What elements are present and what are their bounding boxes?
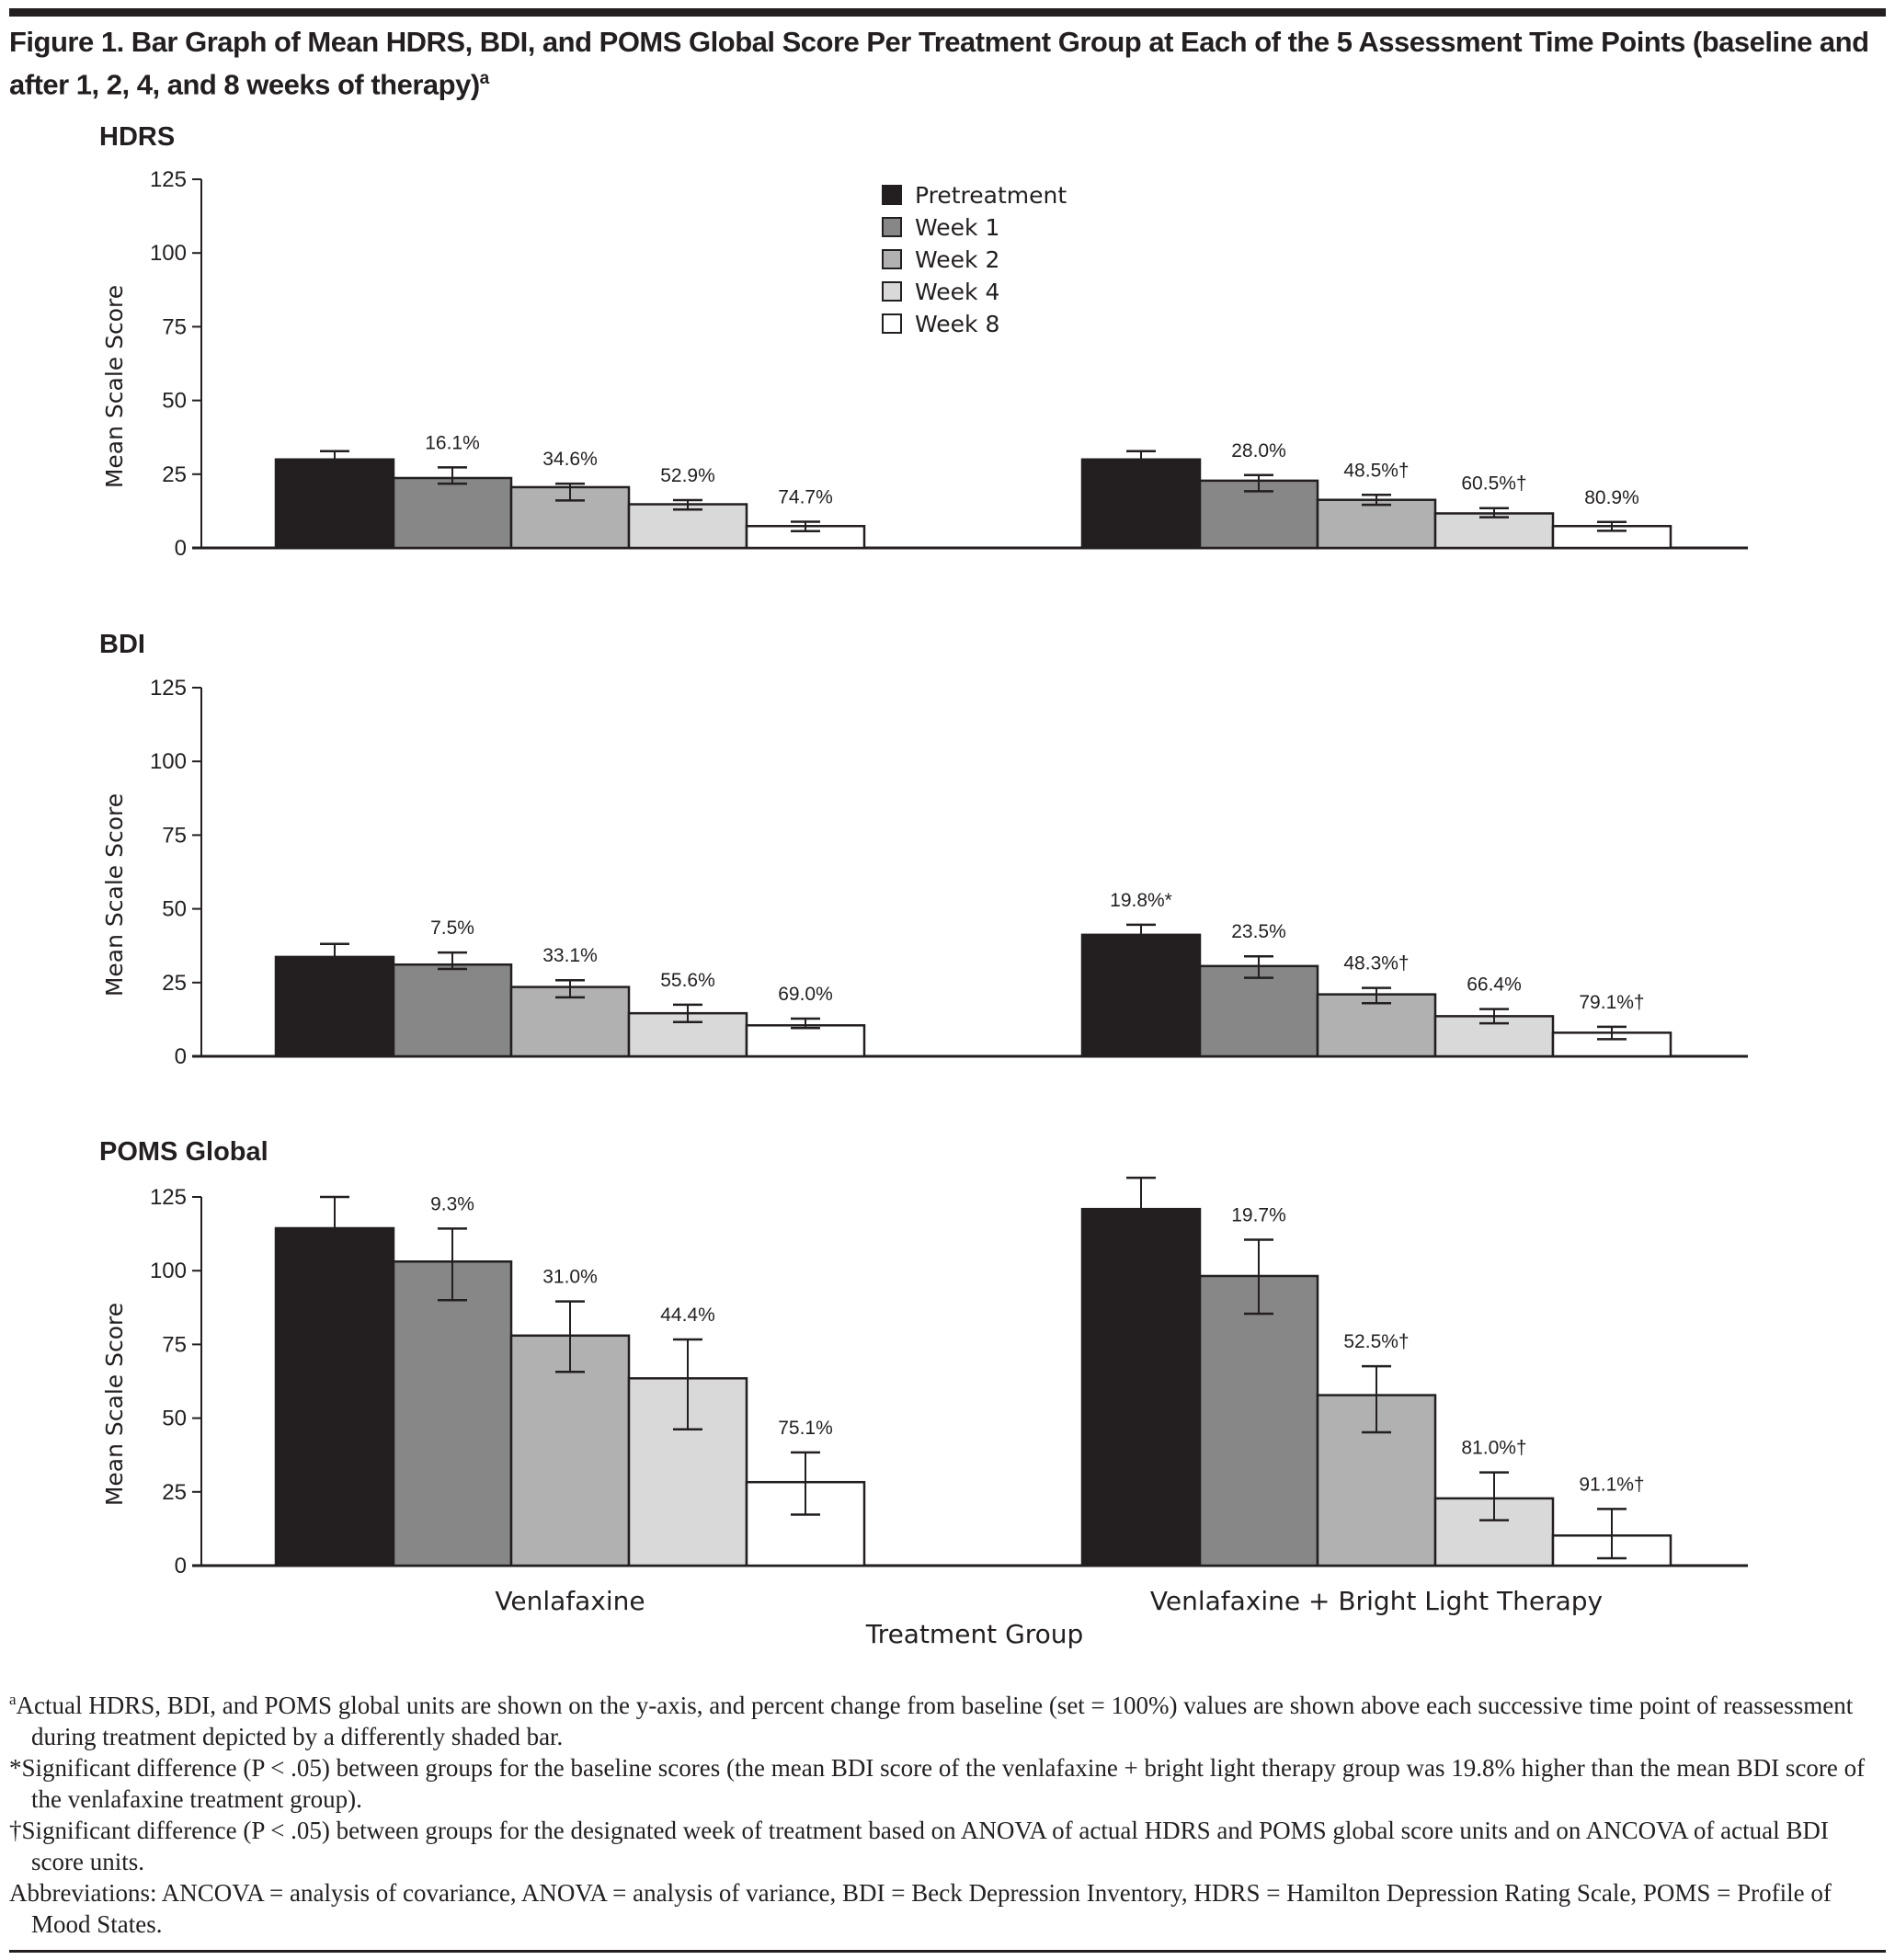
footnote-star-text: Significant difference (P < .05) between… bbox=[21, 1754, 1866, 1813]
y-tick-label: 50 bbox=[162, 897, 187, 922]
y-tick-label: 100 bbox=[150, 1259, 187, 1283]
y-axis-label: Mean Scale Score bbox=[101, 285, 128, 488]
figure-title-footnote-mark: a bbox=[479, 69, 490, 88]
percent-change-label: 28.0% bbox=[1231, 440, 1286, 462]
percent-change-label: 19.8%* bbox=[1110, 890, 1172, 911]
percent-change-label: 81.0%† bbox=[1461, 1438, 1526, 1459]
bar-pretreatment bbox=[1080, 1207, 1202, 1567]
percent-change-label: 60.5%† bbox=[1461, 473, 1526, 495]
bar-week-1 bbox=[1198, 1274, 1319, 1567]
bar-week-2 bbox=[1316, 498, 1437, 550]
footnote-a-text: Actual HDRS, BDI, and POMS global units … bbox=[16, 1692, 1854, 1750]
legend-swatch bbox=[882, 313, 902, 334]
footnote-dagger: †Significant difference (P < .05) betwee… bbox=[9, 1815, 1885, 1877]
percent-change-label: 91.1%† bbox=[1579, 1474, 1644, 1495]
legend-swatch bbox=[882, 281, 902, 302]
percent-change-label: 23.5% bbox=[1231, 921, 1286, 942]
bar-week-1 bbox=[1198, 964, 1319, 1058]
panel-title-poms: POMS Global bbox=[99, 1137, 268, 1167]
y-tick-label: 125 bbox=[150, 676, 187, 701]
bottom-rule bbox=[9, 1950, 1886, 1953]
figure-title: Figure 1. Bar Graph of Mean HDRS, BDI, a… bbox=[9, 24, 1885, 103]
footnote-star: *Significant difference (P < .05) betwee… bbox=[9, 1752, 1885, 1815]
y-tick-label: 125 bbox=[150, 1185, 187, 1210]
footnotes: aActual HDRS, BDI, and POMS global units… bbox=[9, 1684, 1885, 1940]
figure-title-text: Figure 1. Bar Graph of Mean HDRS, BDI, a… bbox=[9, 26, 1869, 101]
percent-change-label: 9.3% bbox=[430, 1193, 474, 1214]
panel-title-hdrs: HDRS bbox=[99, 122, 176, 152]
bar-week-4 bbox=[1433, 512, 1555, 550]
y-tick-label: 50 bbox=[162, 1407, 187, 1431]
y-tick-label: 75 bbox=[162, 1332, 187, 1357]
legend-swatch bbox=[882, 249, 902, 269]
bar-pretreatment bbox=[274, 1226, 395, 1567]
percent-change-label: 52.9% bbox=[660, 465, 715, 486]
percent-change-label: 16.1% bbox=[425, 432, 480, 453]
y-tick-label: 0 bbox=[175, 1044, 187, 1069]
percent-change-label: 55.6% bbox=[660, 970, 715, 991]
bar-week-4 bbox=[627, 1377, 748, 1567]
y-tick-label: 100 bbox=[150, 241, 187, 266]
bar-week-1 bbox=[392, 476, 513, 550]
footnote-abbreviations-text: Abbreviations: ANCOVA = analysis of cova… bbox=[9, 1879, 1832, 1938]
bar-chart: 0 25 50 75 100 125 Mean Scale Score 16.1% 34.6% 5… bbox=[101, 167, 1748, 1649]
legend-label: Week 1 bbox=[915, 214, 999, 241]
bar-pretreatment bbox=[274, 955, 395, 1058]
percent-change-label: 19.7% bbox=[1231, 1205, 1286, 1226]
percent-change-label: 48.5%† bbox=[1343, 460, 1409, 481]
legend-label: Week 8 bbox=[915, 311, 999, 337]
bar-week-2 bbox=[1316, 993, 1437, 1058]
percent-change-label: 74.7% bbox=[778, 486, 833, 507]
y-tick-label: 0 bbox=[175, 536, 187, 561]
y-tick-label: 25 bbox=[162, 971, 187, 996]
top-rule bbox=[9, 8, 1886, 17]
y-tick-label: 75 bbox=[162, 823, 187, 848]
percent-change-label: 52.5%† bbox=[1343, 1331, 1409, 1352]
legend-label: Pretreatment bbox=[915, 182, 1067, 209]
x-category-label: Venlafaxine + Bright Light Therapy bbox=[1150, 1586, 1603, 1616]
footnote-abbreviations: Abbreviations: ANCOVA = analysis of cova… bbox=[9, 1877, 1885, 1940]
bar-week-8 bbox=[1551, 1031, 1672, 1058]
bar-week-1 bbox=[392, 1260, 513, 1567]
percent-change-label: 80.9% bbox=[1584, 487, 1639, 508]
legend-label: Week 4 bbox=[915, 279, 999, 305]
percent-change-label: 48.3%† bbox=[1343, 953, 1409, 974]
panel-title-bdi: BDI bbox=[99, 630, 145, 659]
footnote-dagger-text: Significant difference (P < .05) between… bbox=[21, 1817, 1829, 1875]
footnote-a: aActual HDRS, BDI, and POMS global units… bbox=[9, 1684, 1885, 1752]
bar-week-2 bbox=[509, 986, 631, 1058]
y-tick-label: 0 bbox=[175, 1554, 187, 1578]
footnote-star-mark: * bbox=[9, 1754, 22, 1782]
footnote-dagger-mark: † bbox=[9, 1817, 22, 1844]
y-axis-label: Mean Scale Score bbox=[101, 793, 128, 997]
footnote-a-mark: a bbox=[9, 1691, 17, 1708]
y-tick-label: 125 bbox=[150, 167, 187, 192]
legend-label: Week 2 bbox=[915, 246, 999, 273]
y-tick-label: 100 bbox=[150, 749, 187, 774]
y-tick-label: 25 bbox=[162, 462, 187, 487]
y-axis-label: Mean Scale Score bbox=[101, 1303, 128, 1506]
y-tick-label: 25 bbox=[162, 1480, 187, 1505]
y-tick-label: 50 bbox=[162, 389, 187, 414]
bar-pretreatment bbox=[1080, 933, 1202, 1058]
percent-change-label: 33.1% bbox=[542, 945, 598, 966]
percent-change-label: 34.6% bbox=[542, 449, 598, 470]
bar-week-8 bbox=[745, 1024, 866, 1058]
bar-pretreatment bbox=[274, 458, 395, 550]
percent-change-label: 31.0% bbox=[542, 1267, 598, 1288]
x-category-label: Venlafaxine bbox=[495, 1586, 645, 1616]
percent-change-label: 69.0% bbox=[778, 984, 833, 1005]
legend-swatch bbox=[882, 185, 902, 205]
percent-change-label: 7.5% bbox=[430, 917, 474, 939]
percent-change-label: 66.4% bbox=[1467, 974, 1522, 996]
percent-change-label: 75.1% bbox=[778, 1418, 833, 1439]
percent-change-label: 44.4% bbox=[660, 1305, 715, 1326]
bar-week-4 bbox=[627, 503, 748, 550]
legend-swatch bbox=[882, 217, 902, 237]
x-axis-title: Treatment Group bbox=[865, 1619, 1084, 1649]
y-tick-label: 75 bbox=[162, 314, 187, 339]
bar-pretreatment bbox=[1080, 458, 1202, 550]
bar-week-1 bbox=[392, 963, 513, 1058]
percent-change-label: 79.1%† bbox=[1579, 992, 1644, 1013]
